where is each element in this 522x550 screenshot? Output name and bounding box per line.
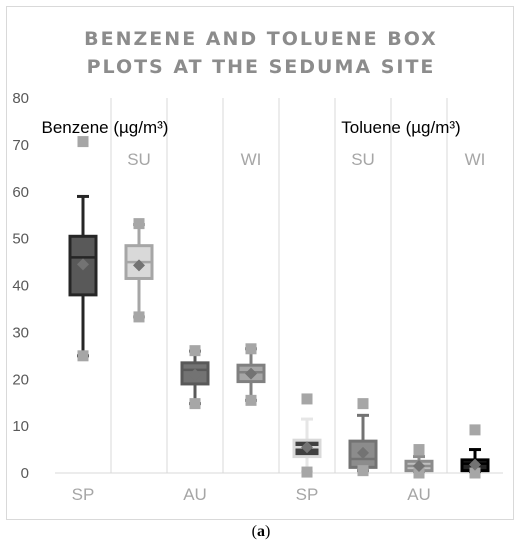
figure-caption: (a) xyxy=(0,523,522,541)
max-marker-toluene-wi xyxy=(469,424,481,436)
y-tick-label: 10 xyxy=(12,418,29,435)
season-label-benzene-su: SU xyxy=(127,150,151,169)
mean-marker-toluene-su xyxy=(357,446,369,459)
max-marker-benzene-wi xyxy=(245,343,257,355)
season-label-benzene-wi: WI xyxy=(241,150,262,169)
mean-marker-benzene-wi xyxy=(245,367,257,380)
caption-open-paren: ( xyxy=(251,523,257,540)
mean-marker-toluene-sp xyxy=(301,441,313,454)
season-label-toluene-sp: SP xyxy=(296,485,319,504)
y-tick-label: 50 xyxy=(12,231,29,248)
y-tick-label: 0 xyxy=(21,465,29,482)
max-marker-toluene-sp xyxy=(301,393,313,405)
y-tick-label: 60 xyxy=(12,184,29,201)
min-marker-benzene-sp xyxy=(77,350,89,362)
chart-frame: BENZENE AND TOLUENE BOX PLOTS AT THE SEDU… xyxy=(6,6,514,520)
min-marker-benzene-au xyxy=(189,398,201,410)
mean-marker-benzene-su xyxy=(133,259,145,272)
season-label-benzene-sp: SP xyxy=(72,485,95,504)
mean-marker-toluene-au xyxy=(413,459,425,472)
y-tick-label: 80 xyxy=(12,90,29,107)
season-label-toluene-wi: WI xyxy=(465,150,486,169)
y-tick-label: 70 xyxy=(12,137,29,154)
min-marker-benzene-su xyxy=(133,311,145,323)
y-tick-label: 40 xyxy=(12,278,29,295)
max-marker-benzene-su xyxy=(133,218,145,230)
y-tick-label: 30 xyxy=(12,324,29,341)
min-marker-toluene-su xyxy=(357,465,369,477)
series-label-toluene: Toluene (µg/m³) xyxy=(341,118,460,137)
chart-title-line-2: PLOTS AT THE SEDUMA SITE xyxy=(87,56,436,78)
max-marker-toluene-su xyxy=(357,398,369,410)
chart-title-line-1: BENZENE AND TOLUENE BOX xyxy=(84,28,438,50)
max-marker-toluene-au xyxy=(413,444,425,456)
mean-marker-benzene-au xyxy=(189,368,201,381)
max-marker-benzene-au xyxy=(189,345,201,357)
min-marker-toluene-sp xyxy=(301,466,313,478)
season-label-benzene-au: AU xyxy=(183,485,207,504)
box-plot-chart: BENZENE AND TOLUENE BOX PLOTS AT THE SEDU… xyxy=(12,28,503,504)
caption-letter: a xyxy=(257,523,265,540)
caption-close-paren: ) xyxy=(265,523,271,540)
season-label-toluene-au: AU xyxy=(407,485,431,504)
y-tick-label: 20 xyxy=(12,371,29,388)
mean-marker-benzene-sp xyxy=(77,258,89,271)
season-label-toluene-su: SU xyxy=(351,150,375,169)
min-marker-toluene-au xyxy=(413,467,425,479)
min-marker-toluene-wi xyxy=(469,467,481,479)
min-marker-benzene-wi xyxy=(245,394,257,406)
max-marker-benzene-sp xyxy=(77,136,89,148)
series-label-benzene: Benzene (µg/m³) xyxy=(42,118,169,137)
mean-marker-toluene-wi xyxy=(469,458,481,471)
